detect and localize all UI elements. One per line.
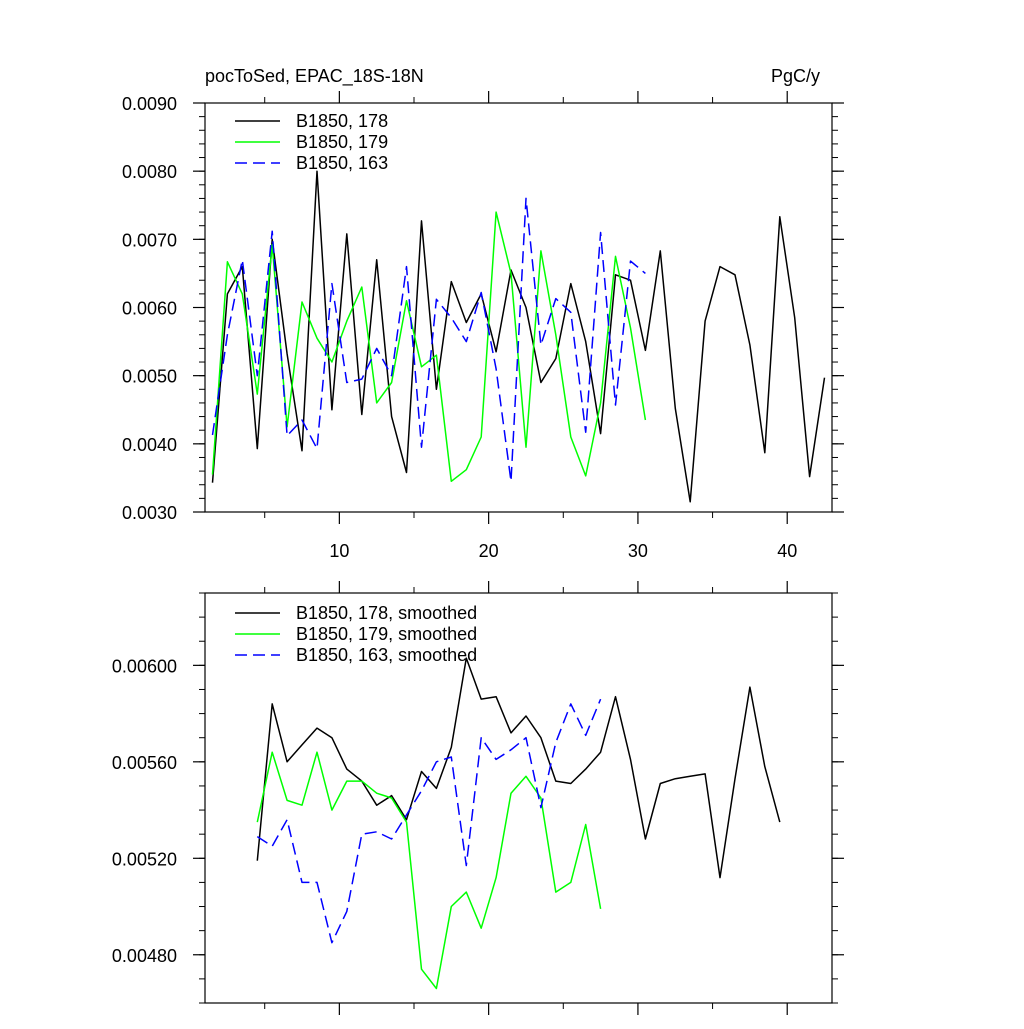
- bottom-y-tick-label: 0.00560: [112, 753, 177, 773]
- top-panel-units: PgC/y: [771, 66, 820, 86]
- bottom-panel-ticks: 0.00480 0.00520 0.00560 0.00600: [112, 581, 844, 1015]
- top-y-tick-label: 0.0050: [122, 367, 177, 387]
- bottom-panel-frame: [204, 592, 833, 1004]
- bottom-legend-label-1: B1850, 179, smoothed: [296, 624, 477, 644]
- bottom-legend-label-2: B1850, 163, smoothed: [296, 645, 477, 665]
- top-x-tick-label: 30: [628, 541, 648, 561]
- bottom-y-tick-label: 0.00600: [112, 656, 177, 676]
- top-y-tick-label: 0.0040: [122, 435, 177, 455]
- top-panel-ticks: 10 20 30 40 0.0030 0.0040 0.0050 0.0060 0.0070 0.…: [122, 91, 844, 561]
- top-panel-title: pocToSed, EPAC_18S-18N: [205, 66, 424, 87]
- top-series-line-0: [211, 170, 826, 503]
- top-x-tick-label: 40: [777, 541, 797, 561]
- top-panel: pocToSed, EPAC_18S-18N PgC/y 10 20 30 40 0.0…: [122, 66, 844, 561]
- bottom-y-tick-label: 0.00520: [112, 849, 177, 869]
- top-y-tick-label: 0.0080: [122, 162, 177, 182]
- top-y-tick-label: 0.0070: [122, 230, 177, 250]
- top-panel-frame: [204, 102, 833, 513]
- top-y-tick-label: 0.0030: [122, 503, 177, 523]
- top-y-tick-label: 0.0090: [122, 94, 177, 114]
- bottom-series-line-1: [256, 751, 602, 990]
- top-legend-label-0: B1850, 178: [296, 111, 388, 131]
- bottom-panel-series: [256, 657, 781, 990]
- top-legend-label-2: B1850, 163: [296, 153, 388, 173]
- bottom-series-line-2: [256, 698, 602, 944]
- top-x-tick-label: 20: [479, 541, 499, 561]
- top-x-tick-label: 10: [329, 541, 349, 561]
- top-y-tick-label: 0.0060: [122, 299, 177, 319]
- bottom-y-tick-label: 0.00480: [112, 946, 177, 966]
- bottom-panel: 0.00480 0.00520 0.00560 0.00600 B1850, 178,…: [112, 581, 844, 1015]
- bottom-legend-label-0: B1850, 178, smoothed: [296, 603, 477, 623]
- top-panel-series: [211, 170, 826, 503]
- top-series-line-2: [211, 197, 646, 483]
- bottom-series-line-0: [256, 657, 781, 879]
- top-legend-label-1: B1850, 179: [296, 132, 388, 152]
